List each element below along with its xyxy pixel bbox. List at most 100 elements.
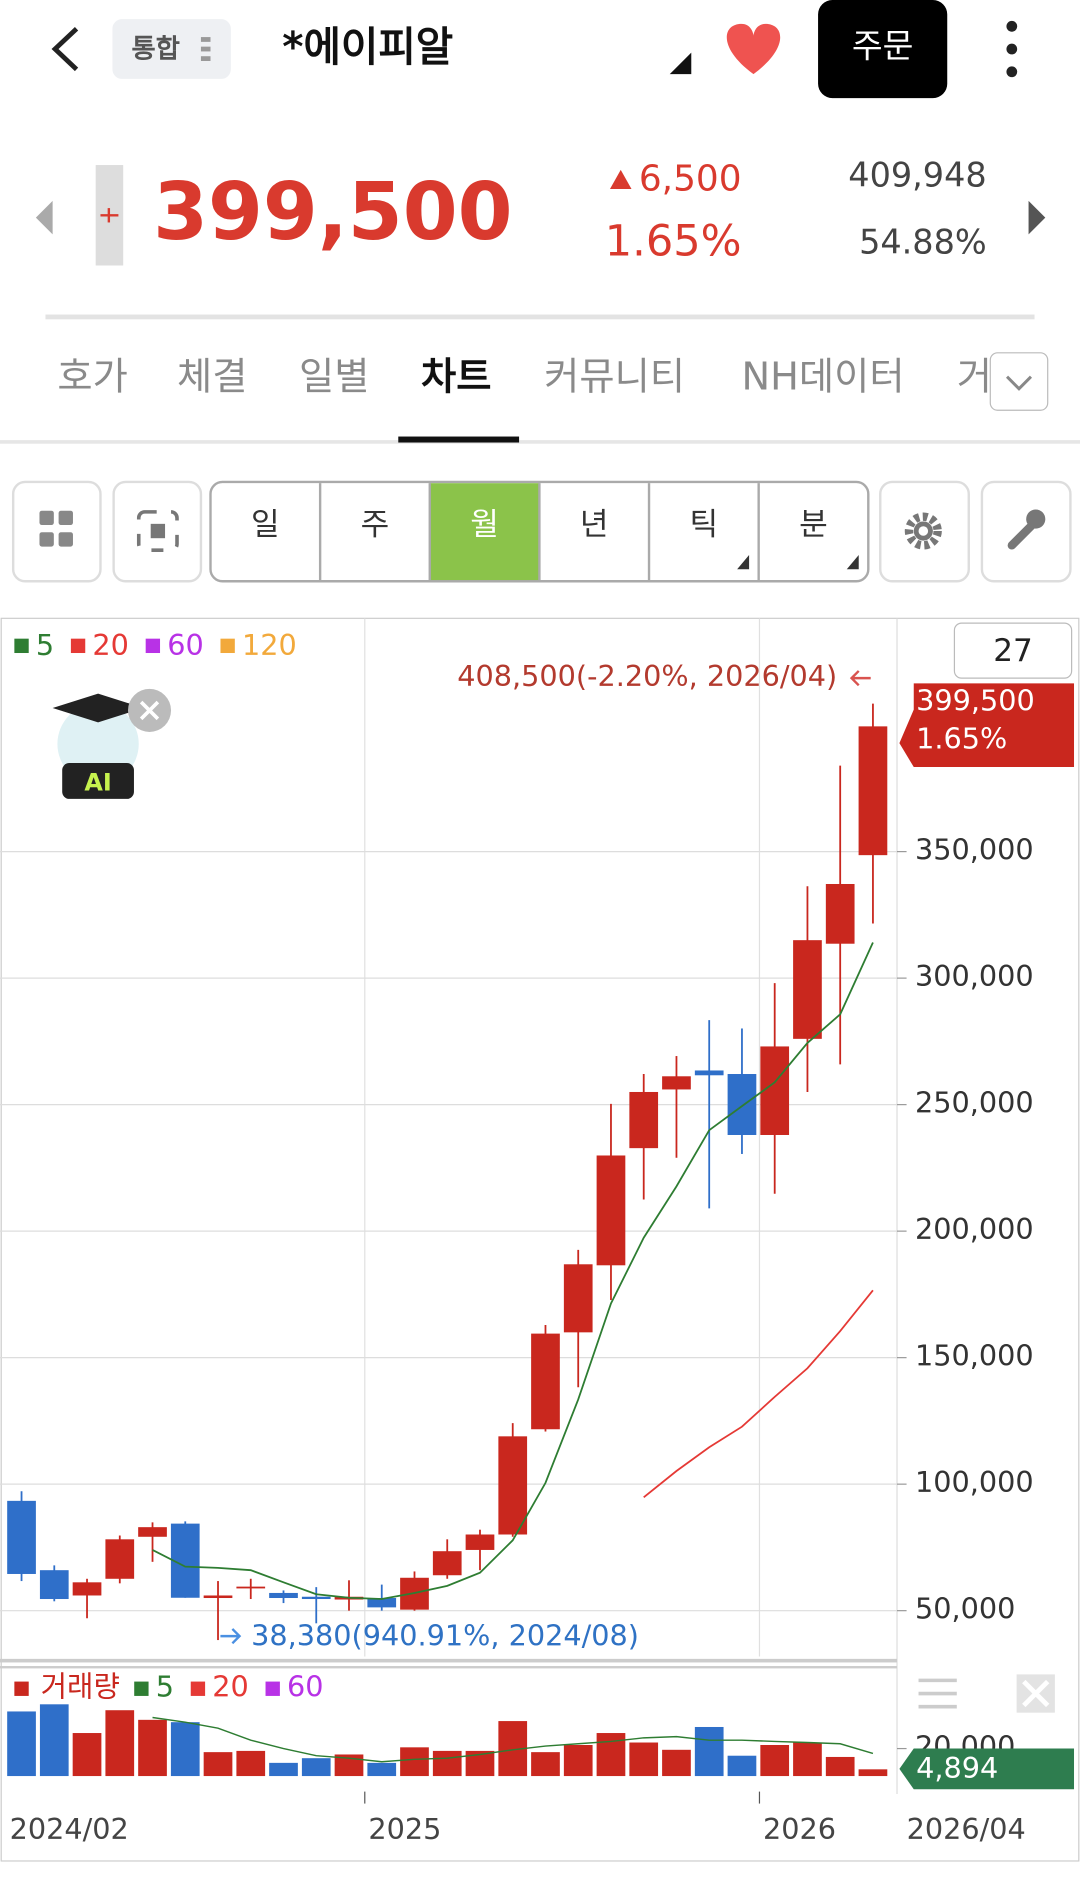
volume-bar — [400, 1747, 429, 1777]
volume-bar — [793, 1742, 822, 1777]
tab[interactable]: 커뮤니티 — [544, 355, 685, 400]
y-tick-label: 150,000 — [915, 1339, 1034, 1373]
tab-underline — [398, 436, 520, 443]
period-button[interactable]: 주 — [361, 507, 390, 543]
candle-body — [269, 1592, 298, 1599]
volume-bar — [170, 1722, 200, 1777]
icon — [200, 46, 211, 52]
y-tick-label: 200,000 — [915, 1212, 1034, 1246]
legend-label: 5 — [36, 628, 54, 662]
price-tag-label: 399,500 — [916, 683, 1035, 717]
candle-body — [7, 1500, 36, 1574]
volume-bar — [72, 1733, 102, 1777]
icon[interactable] — [1006, 20, 1018, 32]
candle-body — [236, 1586, 266, 1589]
candle-body — [39, 1570, 69, 1600]
icon — [904, 512, 942, 550]
candle-body — [760, 1046, 790, 1135]
icon — [220, 1628, 242, 1645]
candle-body — [138, 1527, 167, 1537]
change-pct: 1.65% — [605, 216, 742, 266]
period-button[interactable]: 일 — [251, 507, 280, 543]
icon — [200, 37, 211, 42]
x-tick-label: 2026/04 — [907, 1812, 1026, 1846]
candle-body — [72, 1582, 102, 1596]
ma-line — [643, 1289, 874, 1499]
period-button[interactable]: 월 — [470, 507, 499, 543]
layout-button[interactable] — [11, 480, 102, 583]
icon — [918, 526, 929, 536]
period-button[interactable]: 년 — [580, 507, 609, 543]
volume-bar — [662, 1749, 691, 1777]
vol-ma-line — [152, 1716, 874, 1763]
volume-bar — [7, 1711, 36, 1777]
candle-body — [498, 1436, 528, 1535]
high-annotation: 408,500(-2.20%, 2026/04) — [457, 659, 837, 693]
volume-bar — [39, 1704, 69, 1777]
legend-swatch — [265, 1681, 280, 1696]
icon — [849, 670, 871, 687]
vol-tag — [899, 1748, 1075, 1790]
period-active — [429, 483, 540, 581]
back-button[interactable] — [51, 26, 79, 72]
volume-bar — [563, 1744, 593, 1777]
favorite-button[interactable] — [726, 23, 781, 75]
tab[interactable]: 차트 — [421, 355, 491, 400]
tab[interactable]: NH데이터 — [742, 355, 905, 400]
candle-body — [105, 1539, 135, 1579]
price: 399,500 — [153, 166, 512, 258]
candle-body — [662, 1076, 691, 1090]
legend-swatch — [145, 638, 161, 654]
candle-body — [465, 1534, 495, 1550]
stock-name: *에이피알 — [282, 23, 453, 71]
volume: 409,948 — [848, 156, 986, 195]
volume-bar — [432, 1750, 462, 1777]
x-tick-label: 2024/02 — [10, 1812, 129, 1846]
vol-legend-label: 5 — [156, 1670, 174, 1704]
ai-badge[interactable]: AI — [52, 688, 172, 799]
legend-swatch — [14, 638, 29, 654]
ma-line — [152, 942, 874, 1600]
legend-swatch — [190, 1681, 206, 1696]
expand-button[interactable] — [989, 352, 1049, 411]
icon — [609, 169, 632, 189]
divider — [0, 1658, 898, 1663]
tab[interactable]: 호가 — [57, 355, 127, 400]
order-label: 주문 — [852, 26, 914, 65]
volume-bar — [334, 1754, 364, 1777]
tab[interactable]: 거 — [957, 355, 992, 400]
candle-body — [432, 1551, 462, 1576]
next-button[interactable] — [1028, 200, 1046, 235]
prev-button[interactable] — [35, 200, 53, 235]
tab[interactable]: 일별 — [299, 355, 369, 400]
y-tick-label: 350,000 — [915, 833, 1034, 867]
tab[interactable]: 체결 — [177, 355, 247, 400]
period-button[interactable]: 틱 — [690, 507, 719, 543]
y-tick-label: 50,000 — [915, 1592, 1015, 1626]
legend-swatch — [134, 1681, 149, 1696]
icon — [737, 554, 750, 570]
icon — [39, 532, 54, 547]
volume-bar — [105, 1710, 135, 1777]
volume-bar — [138, 1719, 167, 1777]
scope-pill[interactable] — [112, 19, 231, 79]
candle-body — [367, 1598, 397, 1608]
counter: 27 — [993, 633, 1033, 669]
volume-bar — [629, 1742, 659, 1777]
legend-label: 120 — [242, 628, 297, 662]
legend-label: 20 — [92, 628, 129, 662]
icon — [1006, 66, 1018, 78]
vol-legend-label: 60 — [287, 1670, 324, 1704]
volume-bar — [531, 1752, 560, 1777]
icon — [39, 510, 54, 526]
order-button[interactable] — [818, 0, 948, 99]
candle-body — [170, 1523, 200, 1598]
candle-body — [825, 883, 855, 944]
menu-icon[interactable] — [918, 1678, 957, 1709]
candle-body — [531, 1333, 560, 1430]
candle-body — [596, 1155, 626, 1266]
icon — [58, 510, 73, 526]
period-button[interactable]: 분 — [799, 507, 828, 543]
divider — [0, 440, 1080, 444]
icon — [669, 52, 692, 75]
